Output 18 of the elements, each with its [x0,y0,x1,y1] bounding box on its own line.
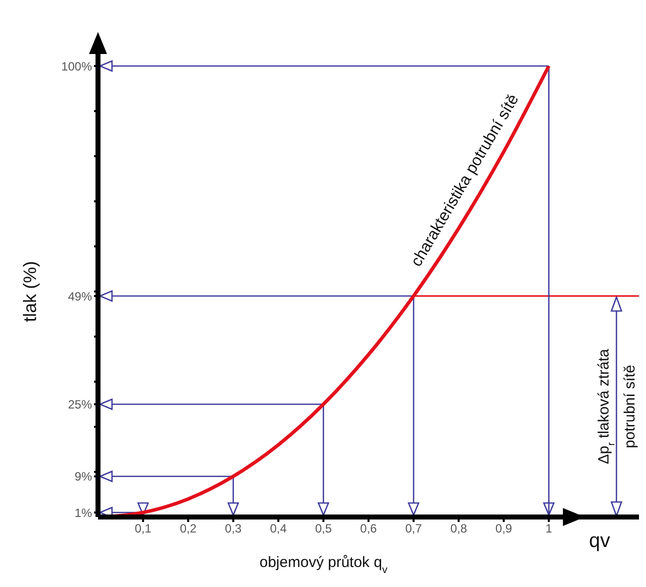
x-tick-label: 0,2 [180,522,197,536]
x-tick-label: 0,4 [270,522,287,536]
x-tick-label: 0,5 [315,522,332,536]
x-tick-label: 0,9 [495,522,512,536]
y-axis-title: tlak (%) [20,260,40,322]
x-tick-label: 0,8 [450,522,468,536]
y-tick-label: 1% [74,506,92,520]
y-tick-label: 49% [68,289,92,304]
x-tick-label: 1 [545,522,552,536]
y-tick-label: 25% [68,398,92,412]
y-tick-label: 9% [74,470,92,484]
x-tick-label: 0,3 [224,522,242,536]
x-tick-label: 0,7 [405,522,422,536]
x-tick-label: 0,6 [360,522,378,536]
x-axis-title: objemový průtok q$_{v}$ [260,554,388,576]
x-tick-label: 0,1 [134,522,152,536]
y-tick-label: 100% [61,59,92,74]
text: qv [589,530,610,552]
